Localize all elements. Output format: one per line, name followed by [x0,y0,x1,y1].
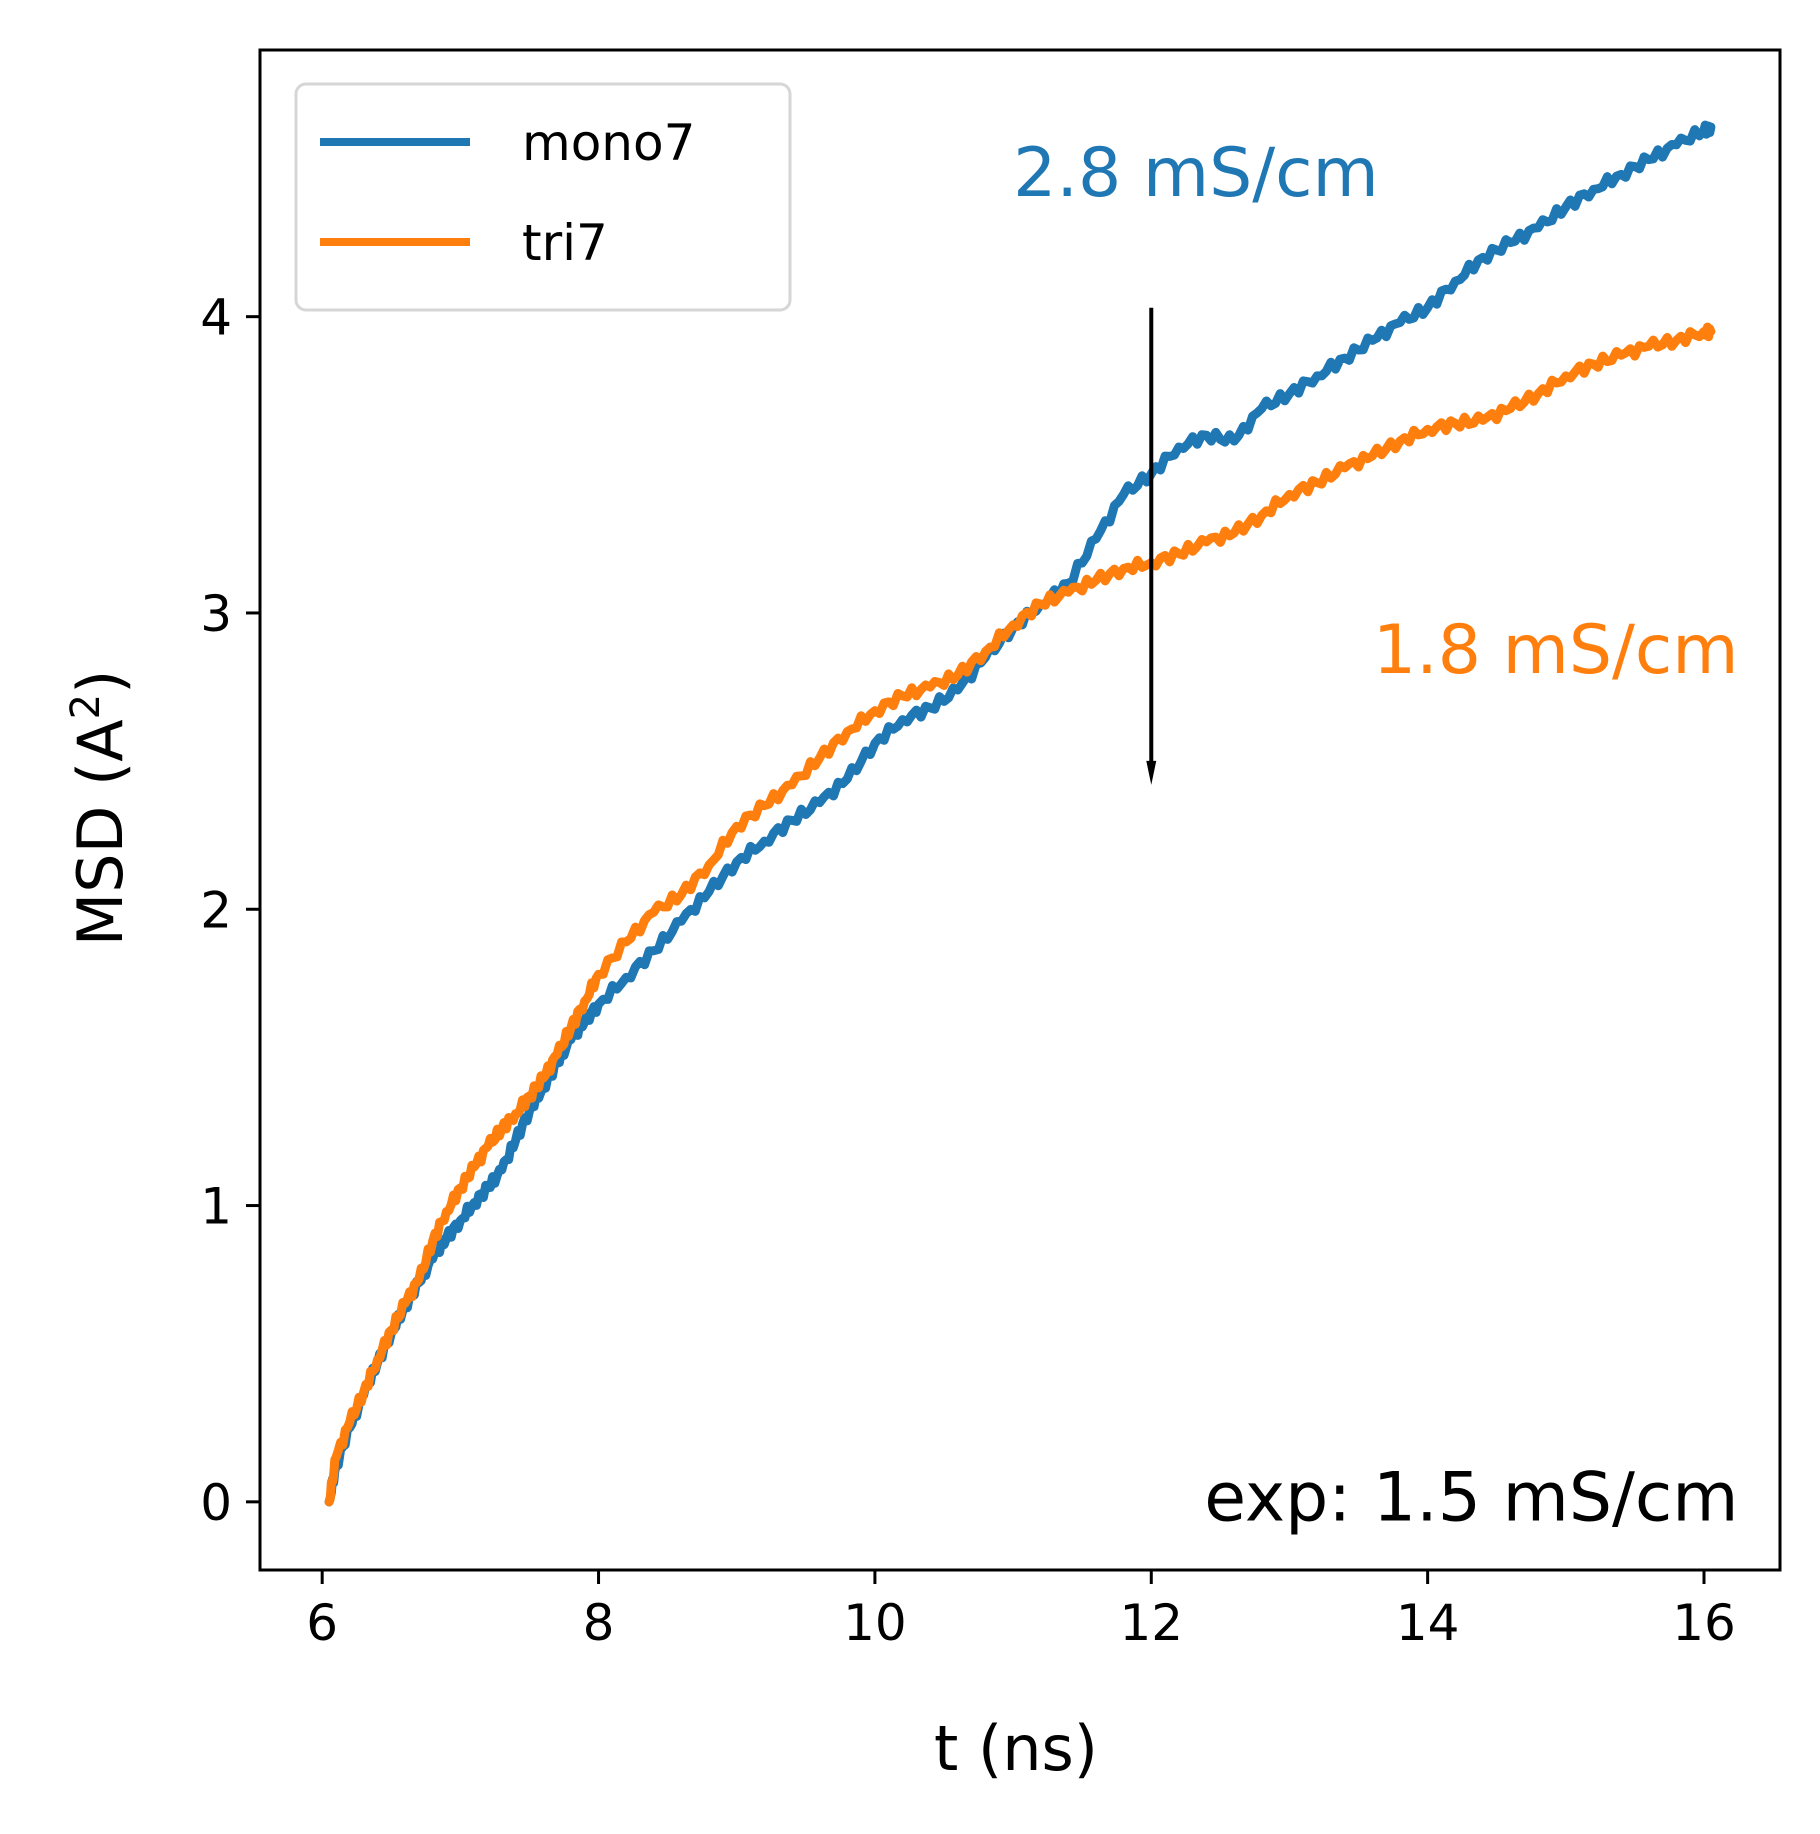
legend-label-tri7: tri7 [522,214,608,272]
y-tick-label-1: 1 [200,1178,232,1236]
annotation-0: 2.8 mS/cm [1013,134,1379,213]
y-tick-label-2: 2 [200,881,232,939]
x-tick-label-6: 6 [306,1594,338,1652]
y-tick-label-0: 0 [200,1474,232,1532]
annotation-1: 1.8 mS/cm [1373,611,1739,690]
legend-label-mono7: mono7 [522,114,695,172]
y-tick-label-3: 3 [200,585,232,643]
arrow-head [1146,760,1157,785]
series-line-tri7 [324,322,1716,1507]
x-axis-title: t (ns) [934,1712,1098,1785]
series-layer [324,120,1716,1507]
x-tick-label-12: 12 [1119,1594,1183,1652]
y-axis-title: MSD (A2) [63,670,137,947]
legend: mono7 tri7 [294,82,792,312]
x-tick-label-10: 10 [843,1594,907,1652]
arrow-layer [1146,307,1157,785]
x-tick-label-14: 14 [1396,1594,1460,1652]
series-line-mono7 [324,120,1716,1507]
annotation-layer: 2.8 mS/cm 1.8 mS/cm exp: 1.5 mS/cm [1013,134,1738,1537]
y-tick-label-4: 4 [200,289,232,347]
x-tick-label-8: 8 [583,1594,615,1652]
axes-frame [258,48,1782,1572]
annotation-2: exp: 1.5 mS/cm [1204,1458,1738,1537]
x-tick-label-16: 16 [1672,1594,1736,1652]
